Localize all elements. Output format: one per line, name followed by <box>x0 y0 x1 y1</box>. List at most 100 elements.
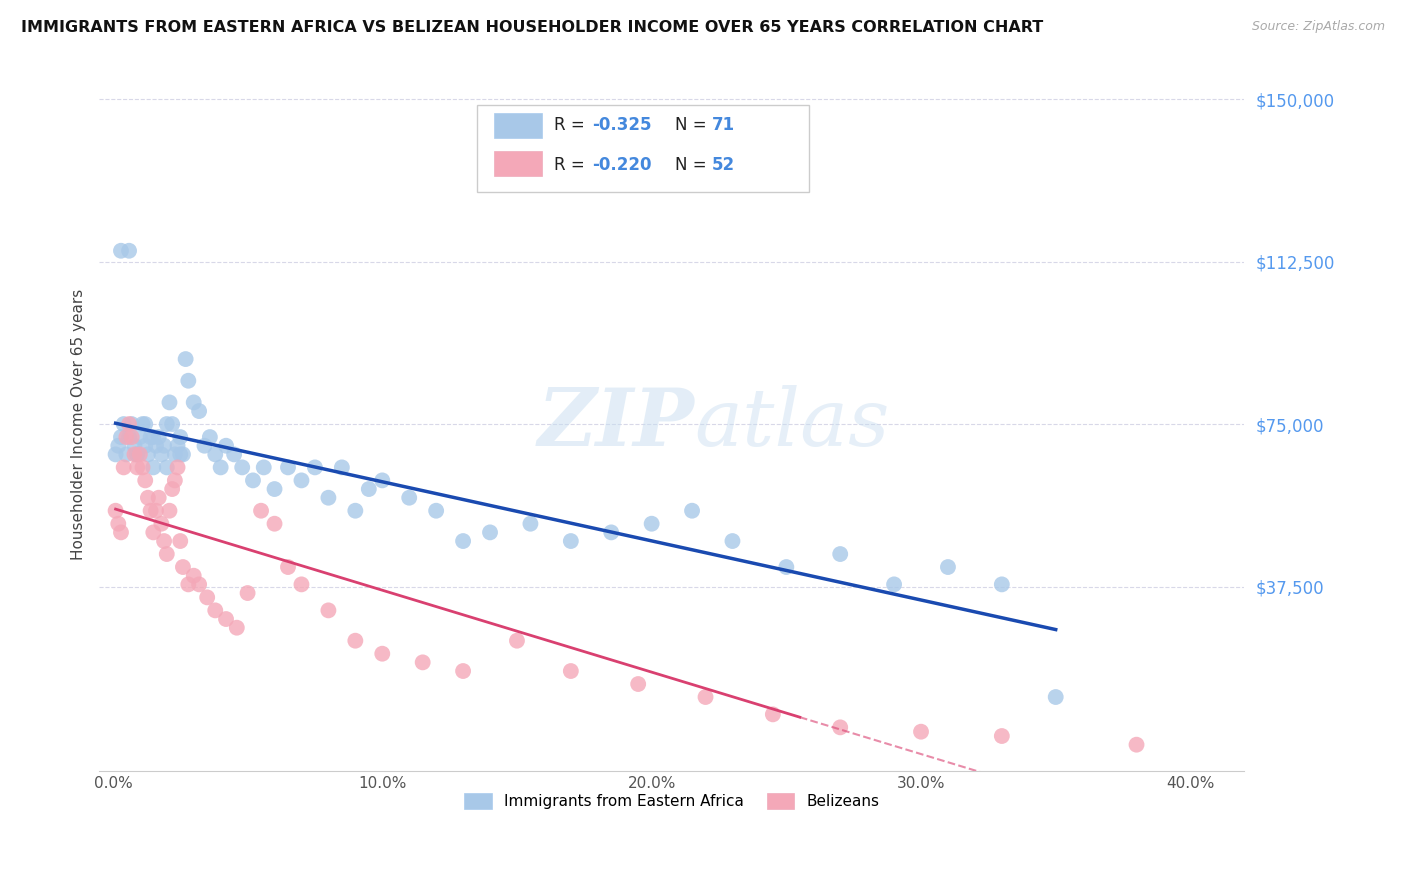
Text: Source: ZipAtlas.com: Source: ZipAtlas.com <box>1251 20 1385 33</box>
Point <box>153 439 176 453</box>
Point <box>169 430 191 444</box>
Point <box>277 460 299 475</box>
Point <box>156 417 179 431</box>
Point <box>177 374 200 388</box>
Point <box>142 430 165 444</box>
Point <box>1045 690 1067 704</box>
Point <box>451 534 474 549</box>
Point <box>159 504 181 518</box>
Point <box>128 447 150 461</box>
Point <box>188 404 211 418</box>
Point <box>506 633 529 648</box>
Point <box>560 664 582 678</box>
Point <box>936 560 959 574</box>
Point <box>250 504 273 518</box>
Point <box>479 525 502 540</box>
Point <box>131 460 153 475</box>
Text: N =: N = <box>675 156 713 174</box>
Point <box>242 474 264 488</box>
Point <box>224 447 246 461</box>
Point <box>112 417 135 431</box>
Point <box>139 430 162 444</box>
Point <box>134 439 156 453</box>
Point <box>134 474 156 488</box>
Point <box>127 460 149 475</box>
Point <box>104 504 127 518</box>
Point <box>209 460 232 475</box>
Point <box>695 690 717 704</box>
Point <box>118 430 141 444</box>
Point <box>136 491 159 505</box>
Text: ZIP: ZIP <box>538 385 695 463</box>
Point <box>174 352 197 367</box>
Point <box>398 491 420 505</box>
Point <box>160 482 183 496</box>
Point <box>290 474 312 488</box>
Point <box>277 560 299 574</box>
Point <box>159 395 181 409</box>
Point <box>142 525 165 540</box>
FancyBboxPatch shape <box>495 151 543 176</box>
Point <box>156 460 179 475</box>
Point <box>830 547 852 561</box>
Point <box>215 612 238 626</box>
Point <box>519 516 541 531</box>
Legend: Immigrants from Eastern Africa, Belizeans: Immigrants from Eastern Africa, Belizean… <box>458 787 886 815</box>
Point <box>371 647 394 661</box>
Point <box>991 577 1014 591</box>
Point <box>166 460 188 475</box>
Text: 71: 71 <box>711 116 735 134</box>
FancyBboxPatch shape <box>495 112 543 137</box>
Point <box>153 534 176 549</box>
Point <box>204 603 226 617</box>
Point <box>115 447 138 461</box>
Y-axis label: Householder Income Over 65 years: Householder Income Over 65 years <box>72 288 86 559</box>
Point <box>195 591 218 605</box>
Point <box>304 460 326 475</box>
Text: -0.220: -0.220 <box>592 156 651 174</box>
Text: 52: 52 <box>711 156 735 174</box>
Point <box>163 474 186 488</box>
Point <box>124 447 146 461</box>
Point <box>188 577 211 591</box>
Point <box>145 504 167 518</box>
Point <box>883 577 905 591</box>
Point <box>118 417 141 431</box>
Point <box>115 430 138 444</box>
Point <box>183 568 205 582</box>
Point <box>104 447 127 461</box>
Point <box>198 430 221 444</box>
Point <box>156 547 179 561</box>
Point <box>412 656 434 670</box>
Point <box>150 516 173 531</box>
Point <box>169 534 191 549</box>
Point <box>183 395 205 409</box>
Point <box>627 677 650 691</box>
FancyBboxPatch shape <box>477 105 810 192</box>
Point <box>139 504 162 518</box>
Point <box>830 720 852 734</box>
Point <box>163 447 186 461</box>
Text: R =: R = <box>554 156 591 174</box>
Point <box>263 482 285 496</box>
Point <box>118 244 141 258</box>
Point <box>136 447 159 461</box>
Point <box>225 621 247 635</box>
Point <box>318 603 340 617</box>
Point <box>762 707 785 722</box>
Point <box>204 447 226 461</box>
Point <box>172 560 194 574</box>
Point <box>148 491 170 505</box>
Text: IMMIGRANTS FROM EASTERN AFRICA VS BELIZEAN HOUSEHOLDER INCOME OVER 65 YEARS CORR: IMMIGRANTS FROM EASTERN AFRICA VS BELIZE… <box>21 20 1043 35</box>
Point <box>127 447 149 461</box>
Point <box>134 417 156 431</box>
Point <box>150 447 173 461</box>
Point <box>110 525 132 540</box>
Point <box>112 460 135 475</box>
Point <box>910 724 932 739</box>
Point <box>177 577 200 591</box>
Point <box>371 474 394 488</box>
Point <box>253 460 276 475</box>
Point <box>148 430 170 444</box>
Point <box>169 447 191 461</box>
